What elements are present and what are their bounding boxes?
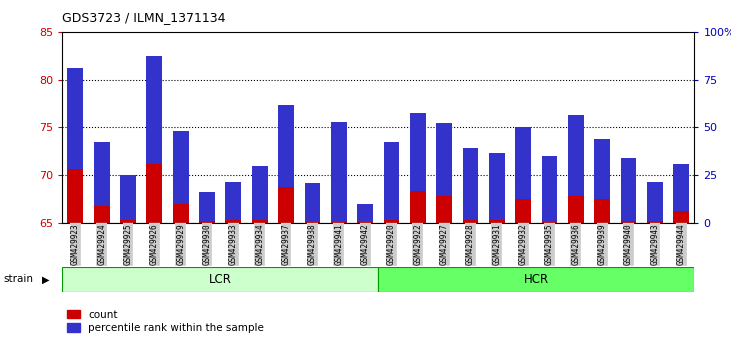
Text: GSM429929: GSM429929 (176, 223, 185, 265)
Bar (357, 204, 373, 222)
Bar (62, 267, 379, 292)
Text: GSM429943: GSM429943 (651, 223, 659, 265)
Bar (621, 158, 637, 221)
Bar (673, 211, 689, 223)
Bar (199, 221, 215, 223)
Bar (568, 115, 584, 196)
Bar (436, 196, 452, 223)
Text: GSM429926: GSM429926 (150, 223, 159, 265)
Bar (647, 221, 663, 223)
Bar (146, 56, 162, 164)
Bar (199, 193, 215, 221)
Text: GSM429922: GSM429922 (413, 223, 423, 265)
Bar (357, 222, 373, 223)
Bar (463, 220, 478, 223)
Text: HCR: HCR (524, 273, 549, 286)
Text: GSM429935: GSM429935 (545, 223, 554, 265)
Bar (331, 122, 346, 222)
Bar (384, 142, 399, 220)
Text: GDS3723 / ILMN_1371134: GDS3723 / ILMN_1371134 (62, 11, 226, 24)
Bar (463, 148, 478, 220)
Text: strain: strain (4, 274, 34, 284)
Bar (594, 139, 610, 199)
Bar (542, 222, 558, 223)
Bar (647, 182, 663, 221)
Bar (173, 204, 189, 223)
Text: GSM429924: GSM429924 (97, 223, 106, 265)
Bar (305, 183, 320, 222)
Text: GSM429940: GSM429940 (624, 223, 633, 265)
Bar (410, 192, 425, 223)
Text: GSM429932: GSM429932 (519, 223, 528, 265)
Text: GSM429920: GSM429920 (387, 223, 396, 265)
Text: GSM429944: GSM429944 (677, 223, 686, 265)
Text: GSM429941: GSM429941 (334, 223, 344, 265)
Bar (225, 220, 241, 223)
Bar (673, 164, 689, 211)
Bar (489, 153, 504, 220)
Bar (384, 220, 399, 223)
Bar (594, 199, 610, 223)
Text: GSM429942: GSM429942 (360, 223, 370, 265)
Bar (279, 187, 294, 223)
Bar (542, 156, 558, 222)
Bar (515, 127, 531, 199)
Bar (120, 175, 136, 220)
Bar (489, 220, 504, 223)
Text: GSM429923: GSM429923 (71, 223, 80, 265)
Bar (251, 220, 268, 223)
Text: GSM429937: GSM429937 (281, 223, 291, 265)
Bar (568, 196, 584, 223)
Bar (621, 221, 637, 223)
Bar (146, 164, 162, 223)
Text: GSM429933: GSM429933 (229, 223, 238, 265)
Bar (305, 222, 320, 223)
Bar (225, 182, 241, 220)
Bar (279, 105, 294, 187)
Bar (515, 199, 531, 223)
Bar (94, 206, 110, 223)
Bar (94, 142, 110, 206)
Text: LCR: LCR (209, 273, 232, 286)
Text: GSM429931: GSM429931 (493, 223, 501, 265)
Text: GSM429939: GSM429939 (598, 223, 607, 265)
Bar (251, 166, 268, 220)
Bar (67, 169, 83, 223)
Text: GSM429927: GSM429927 (439, 223, 449, 265)
Text: GSM429938: GSM429938 (308, 223, 317, 265)
Bar (410, 113, 425, 192)
Bar (436, 123, 452, 196)
Text: GSM429925: GSM429925 (124, 223, 132, 265)
Text: GSM429936: GSM429936 (572, 223, 580, 265)
Text: GSM429930: GSM429930 (202, 223, 211, 265)
Legend: count, percentile rank within the sample: count, percentile rank within the sample (67, 310, 264, 333)
Bar (120, 220, 136, 223)
Bar (379, 267, 694, 292)
Text: GSM429928: GSM429928 (466, 223, 475, 265)
Bar (67, 68, 83, 169)
Text: ▶: ▶ (42, 274, 50, 284)
Bar (331, 222, 346, 223)
Bar (173, 131, 189, 204)
Text: GSM429934: GSM429934 (255, 223, 264, 265)
